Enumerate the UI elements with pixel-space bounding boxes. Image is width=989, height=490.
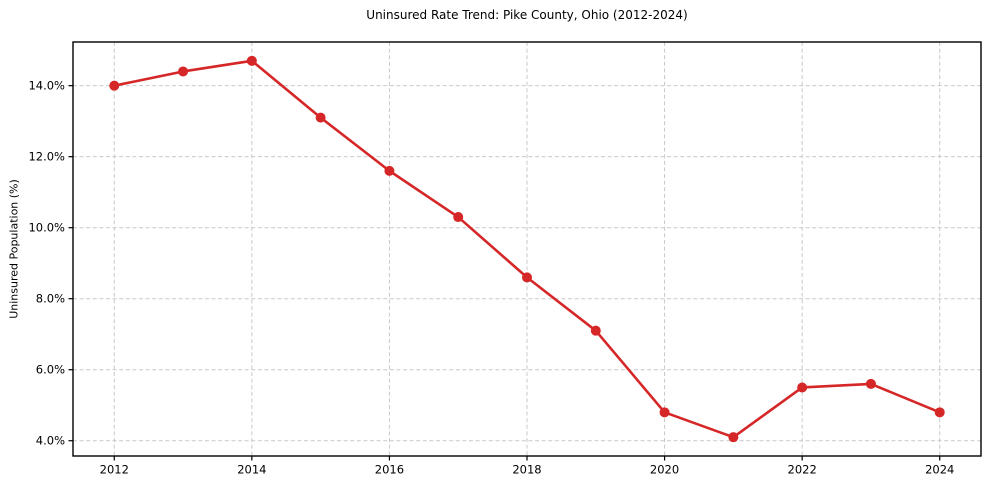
x-tick-label: 2012 [100,463,129,477]
x-tick-label: 2014 [237,463,266,477]
x-tick-label: 2024 [925,463,954,477]
data-point-marker [384,165,395,176]
data-point-marker [797,382,808,393]
x-tick-label: 2016 [375,463,404,477]
x-tick-label: 2018 [512,463,541,477]
chart-title: Uninsured Rate Trend: Pike County, Ohio … [366,8,688,22]
y-tick-label: 6.0% [36,363,65,377]
x-tick-label: 2022 [788,463,817,477]
data-point-marker [728,432,739,443]
y-tick-label: 10.0% [28,221,65,235]
data-point-marker [246,55,257,66]
y-tick-label: 12.0% [28,150,65,164]
y-tick-label: 8.0% [36,292,65,306]
y-tick-label: 14.0% [28,79,65,93]
data-point-marker [590,325,601,336]
data-point-marker [178,66,189,77]
data-point-marker [453,212,464,223]
data-point-marker [522,272,532,283]
data-point-marker [865,378,876,389]
data-point-marker [315,112,326,123]
x-tick-label: 2020 [650,463,679,477]
data-point-marker [109,80,120,91]
data-point-marker [659,407,670,418]
y-tick-label: 4.0% [36,434,65,448]
data-point-marker [934,407,945,418]
